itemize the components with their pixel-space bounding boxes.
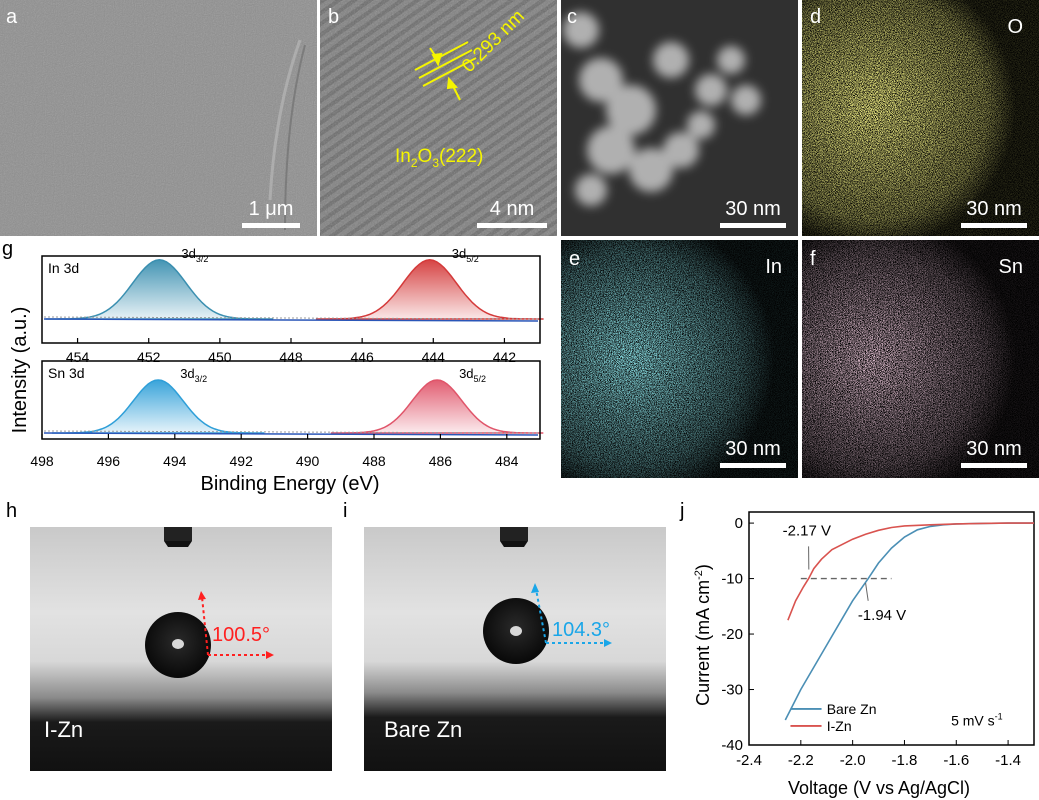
- xps-tick-label: 492: [230, 453, 254, 469]
- droplet-image-izn: [30, 527, 332, 771]
- sample-label: I-Zn: [44, 717, 84, 742]
- xps-tick-label: 494: [163, 453, 187, 469]
- scale-bar-label: 1 μm: [248, 198, 294, 220]
- lsv-annotation: -1.94 V: [858, 607, 906, 624]
- xps-tick-label: 484: [495, 453, 519, 469]
- hrtem-lattice: [320, 0, 557, 236]
- lsv-y-axis-label: Current (mA cm-2): [693, 564, 713, 706]
- lsv-series-line: [787, 522, 1034, 621]
- panel-label-i: i: [343, 500, 348, 522]
- xps-frame: [41, 360, 541, 440]
- xps-tick-label: 454: [66, 349, 90, 365]
- xps-tick-label: 450: [208, 349, 232, 365]
- panel-label-b: b: [328, 6, 340, 28]
- lsv-y-tick-label: 0: [735, 515, 743, 532]
- droplet-image-bare-zn: [364, 527, 666, 771]
- xps-tick-label: 446: [350, 349, 374, 365]
- lsv-y-tick-label: -30: [721, 682, 743, 699]
- lsv-legend-label: I-Zn: [827, 718, 852, 734]
- scale-bar-c: 30 nm: [713, 198, 793, 228]
- panel-label-c: c: [567, 6, 577, 28]
- panel-label-e: e: [569, 248, 581, 270]
- lsv-x-tick-label: -2.2: [788, 752, 814, 769]
- lsv-chart: -2.4 -2.2 -2.0 -1.8 -1.6 -1.4 0 -10 -20 -30 -40 -2.…: [693, 511, 1035, 798]
- xps-peak: [45, 259, 274, 320]
- panel-label-d: d: [810, 6, 822, 28]
- xps-subplot-name: Sn 3d: [48, 365, 85, 381]
- element-label-o: O: [1007, 16, 1023, 38]
- contact-angle-izn: 100.5° I-Zn: [30, 527, 332, 771]
- tin-dots: [802, 240, 1039, 478]
- eds-map-oxygen: d O 30 nm: [802, 0, 1039, 236]
- xps-peak: [330, 379, 544, 434]
- haadf-particles: [563, 12, 761, 206]
- lsv-x-axis-label: Voltage (V vs Ag/AgCl): [788, 778, 970, 798]
- scale-bar-a: 1 μm: [240, 198, 302, 228]
- sem-image-panel: a 1 μm: [0, 0, 317, 236]
- scale-bar-b: 4 nm: [475, 198, 549, 228]
- lsv-x-tick-label: -1.8: [892, 752, 918, 769]
- xps-tick-label: 486: [429, 453, 453, 469]
- lsv-x-tick-label: -1.6: [943, 752, 969, 769]
- xps-tick-label: 442: [493, 349, 517, 365]
- contact-angle-bare-zn: 104.3° Bare Zn: [364, 527, 666, 771]
- xps-peak-label: 3d5/2: [459, 366, 486, 384]
- lsv-annotation-arrow: [865, 582, 869, 601]
- lsv-x-tick-label: -2.0: [840, 752, 866, 769]
- lsv-frame: [748, 511, 1035, 746]
- eds-map-indium: e In 30 nm: [561, 240, 798, 478]
- xps-chart: 3d3/2 3d5/2 In 3d 454 452 450 448 446 444 442 3d3…: [9, 246, 544, 495]
- xps-tick-label: 490: [296, 453, 320, 469]
- indium-dots: [561, 240, 798, 478]
- contact-angle-value: 100.5°: [212, 624, 271, 646]
- lsv-x-tick-label: -2.4: [736, 752, 762, 769]
- contact-angle-value: 104.3°: [552, 619, 611, 641]
- scale-bar-e: 30 nm: [713, 438, 793, 468]
- eds-map-tin: f Sn 30 nm: [802, 240, 1039, 478]
- sem-texture: [0, 0, 317, 236]
- sample-label: Bare Zn: [384, 717, 463, 742]
- xps-tick-label: 488: [362, 453, 386, 469]
- xps-y-axis-label: Intensity (a.u.): [9, 307, 31, 434]
- lsv-annotation: -2.17 V: [783, 522, 831, 539]
- lsv-x-tick-label: -1.4: [995, 752, 1021, 769]
- xps-x-axis-label: Binding Energy (eV): [201, 473, 380, 495]
- lsv-y-tick-label: -40: [721, 737, 743, 754]
- xps-peak: [315, 259, 544, 320]
- xps-peak-label: 3d5/2: [452, 246, 479, 264]
- panel-label-g: g: [2, 238, 14, 260]
- xps-tick-label: 452: [137, 349, 161, 365]
- element-label-in: In: [765, 256, 782, 278]
- xps-background-line: [43, 318, 539, 322]
- lsv-plot-area: -2.4 -2.2 -2.0 -1.8 -1.6 -1.4 0 -10 -20 -30 -40 -2.…: [721, 511, 1035, 769]
- lsv-series-line: [784, 522, 1034, 721]
- lsv-scan-rate-note: 5 mV s-1: [951, 712, 1003, 729]
- oxygen-dots: [802, 0, 1039, 236]
- xps-background-line: [43, 432, 539, 436]
- xps-in3d-subplot: 3d3/2 3d5/2 In 3d 454 452 450 448 446 444 442: [41, 246, 544, 365]
- panel-label-a: a: [6, 6, 18, 28]
- xps-tick-label: 496: [97, 453, 121, 469]
- scale-bar-f: 30 nm: [954, 438, 1034, 468]
- haadf-image-panel: c 30 nm: [561, 0, 798, 236]
- xps-subplot-name: In 3d: [48, 260, 79, 276]
- lsv-legend-label: Bare Zn: [827, 701, 877, 717]
- panel-label-h: h: [6, 500, 18, 522]
- phase-label: In2O3(222): [395, 146, 484, 170]
- xps-peak: [51, 379, 265, 434]
- xps-peak-label: 3d3/2: [181, 246, 208, 264]
- hrtem-image-panel: 0.293 nm In2O3(222) b 4 nm: [320, 0, 557, 236]
- element-label-sn: Sn: [998, 256, 1023, 278]
- panel-label-j: j: [680, 500, 685, 522]
- lsv-y-tick-label: -20: [721, 626, 743, 643]
- lsv-y-tick-label: -10: [721, 571, 743, 588]
- xps-peak-label: 3d3/2: [180, 366, 207, 384]
- panel-label-f: f: [810, 248, 816, 270]
- xps-tick-label: 448: [279, 349, 303, 365]
- scale-bar-d: 30 nm: [954, 198, 1034, 228]
- xps-sn3d-subplot: 3d3/2 3d5/2 Sn 3d 498 496 494 492 490 488 486 484: [30, 360, 544, 469]
- xps-tick-label: 498: [30, 453, 54, 469]
- xps-tick-label: 444: [422, 349, 446, 365]
